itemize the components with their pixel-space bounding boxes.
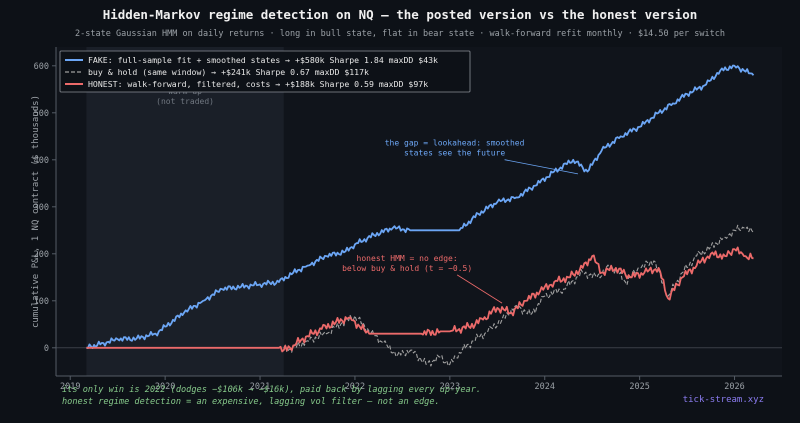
y-tick-label: 200 bbox=[34, 250, 49, 260]
legend-label-1: FAKE: full-sample fit + smoothed states … bbox=[88, 55, 438, 65]
legend-box bbox=[59, 50, 471, 93]
y-tick-label: 600 bbox=[34, 62, 49, 72]
x-tick-label: 2021 bbox=[250, 382, 270, 392]
footer-note-line-1: its only win is 2022 (dodges −$106k → −$… bbox=[62, 385, 482, 395]
series-line-1 bbox=[86, 64, 755, 349]
x-tick-label: 2023 bbox=[440, 382, 460, 392]
annotation-arrow-1 bbox=[504, 159, 579, 175]
y-tick-label: 100 bbox=[34, 297, 49, 307]
y-tick-label: 300 bbox=[34, 203, 49, 213]
footer-note-line-2: honest regime detection = an expensive, … bbox=[62, 397, 440, 407]
legend-label-2: buy & hold (same window) → +$241k Sharpe… bbox=[88, 67, 369, 77]
y-ticks: 0 100 200 300 400 500 600 bbox=[34, 62, 56, 354]
legend: FAKE: full-sample fit + smoothed states … bbox=[59, 50, 471, 93]
annotation-text-2-line-2: below buy & hold (t = −0.5) bbox=[342, 264, 472, 273]
chart-subtitle: 2-state Gaussian HMM on daily returns · … bbox=[75, 29, 725, 39]
x-tick-label: 2025 bbox=[629, 382, 649, 392]
brand-watermark: tick-stream.xyz bbox=[682, 395, 764, 405]
warmup-sublabel: (not traded) bbox=[156, 97, 214, 106]
x-tick-label: 2020 bbox=[155, 382, 175, 392]
y-tick-label: 500 bbox=[34, 109, 49, 119]
annotation-text-1: the gap = lookahead: smoothed bbox=[385, 139, 525, 148]
chart-title: Hidden-Markov regime detection on NQ — t… bbox=[103, 7, 698, 22]
annotation-arrow-2 bbox=[456, 274, 503, 304]
x-ticks: 2019 2020 2021 2022 2023 2024 2025 2026 bbox=[60, 376, 745, 392]
y-tick-label: 400 bbox=[34, 156, 49, 166]
x-tick-label: 2019 bbox=[60, 382, 80, 392]
x-tick-label: 2022 bbox=[345, 382, 365, 392]
series-line-3 bbox=[86, 246, 754, 353]
x-tick-label: 2024 bbox=[535, 382, 555, 392]
annotation-text-2: honest HMM = no edge: bbox=[357, 254, 458, 263]
series-group bbox=[86, 64, 755, 367]
y-axis-label: cumulative P&L, 1 NQ contract ($ thousan… bbox=[31, 95, 41, 328]
legend-label-3: HONEST: walk-forward, filtered, costs → … bbox=[88, 79, 428, 89]
warmup-shade bbox=[86, 47, 284, 376]
y-tick-label: 0 bbox=[44, 344, 49, 354]
annotation-text-1-line-2: states see the future bbox=[404, 149, 505, 158]
x-tick-label: 2026 bbox=[724, 382, 744, 392]
